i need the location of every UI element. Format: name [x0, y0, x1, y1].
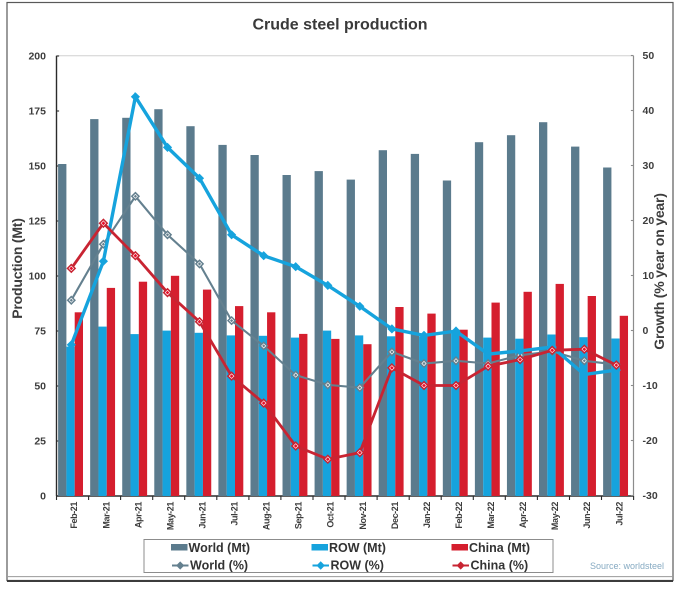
svg-text:100: 100: [28, 271, 46, 283]
svg-text:25: 25: [34, 436, 46, 448]
svg-text:40: 40: [643, 105, 655, 117]
svg-text:Jul-21: Jul-21: [230, 502, 240, 526]
svg-text:Aug-21: Aug-21: [262, 502, 272, 530]
svg-text:-30: -30: [643, 490, 658, 502]
svg-text:China (Mt): China (Mt): [469, 541, 530, 555]
svg-text:World (%): World (%): [190, 559, 248, 573]
svg-text:Oct-21: Oct-21: [326, 502, 336, 528]
svg-text:0: 0: [40, 491, 46, 503]
svg-text:ROW (Mt): ROW (Mt): [329, 541, 386, 555]
svg-text:May-22: May-22: [550, 502, 560, 531]
svg-text:Jun-21: Jun-21: [198, 502, 208, 529]
svg-text:Jul-22: Jul-22: [614, 502, 624, 526]
svg-text:Dec-21: Dec-21: [390, 502, 400, 530]
svg-text:Feb-21: Feb-21: [69, 502, 79, 529]
svg-text:Apr-21: Apr-21: [133, 502, 143, 529]
svg-text:50: 50: [34, 381, 46, 393]
svg-text:Source: worldsteel: Source: worldsteel: [590, 561, 664, 571]
svg-text:Sep-21: Sep-21: [294, 502, 304, 530]
svg-text:Jun-22: Jun-22: [582, 502, 592, 529]
svg-text:Jan-22: Jan-22: [422, 502, 432, 529]
svg-text:10: 10: [643, 270, 655, 282]
svg-text:World (Mt): World (Mt): [189, 541, 251, 555]
svg-text:-10: -10: [643, 380, 658, 392]
svg-text:Feb-22: Feb-22: [454, 502, 464, 529]
svg-text:Mar-21: Mar-21: [101, 502, 111, 529]
svg-text:-20: -20: [643, 435, 658, 447]
svg-text:75: 75: [34, 326, 46, 338]
svg-text:30: 30: [643, 160, 655, 172]
svg-text:0: 0: [643, 325, 649, 337]
svg-text:125: 125: [28, 216, 46, 228]
svg-text:China (%): China (%): [471, 559, 529, 573]
svg-text:20: 20: [643, 215, 655, 227]
svg-text:150: 150: [28, 161, 46, 173]
svg-text:Production (Mt): Production (Mt): [9, 218, 25, 318]
svg-text:Growth (% year on year): Growth (% year on year): [651, 193, 667, 349]
svg-text:ROW (%): ROW (%): [331, 559, 384, 573]
svg-text:Crude steel production: Crude steel production: [252, 17, 427, 34]
svg-text:Apr-22: Apr-22: [518, 502, 528, 529]
svg-text:200: 200: [28, 51, 46, 63]
svg-text:175: 175: [28, 106, 46, 118]
svg-text:Mar-22: Mar-22: [486, 502, 496, 529]
svg-text:May-21: May-21: [165, 502, 175, 531]
svg-text:Nov-21: Nov-21: [358, 502, 368, 530]
svg-text:50: 50: [643, 50, 655, 62]
